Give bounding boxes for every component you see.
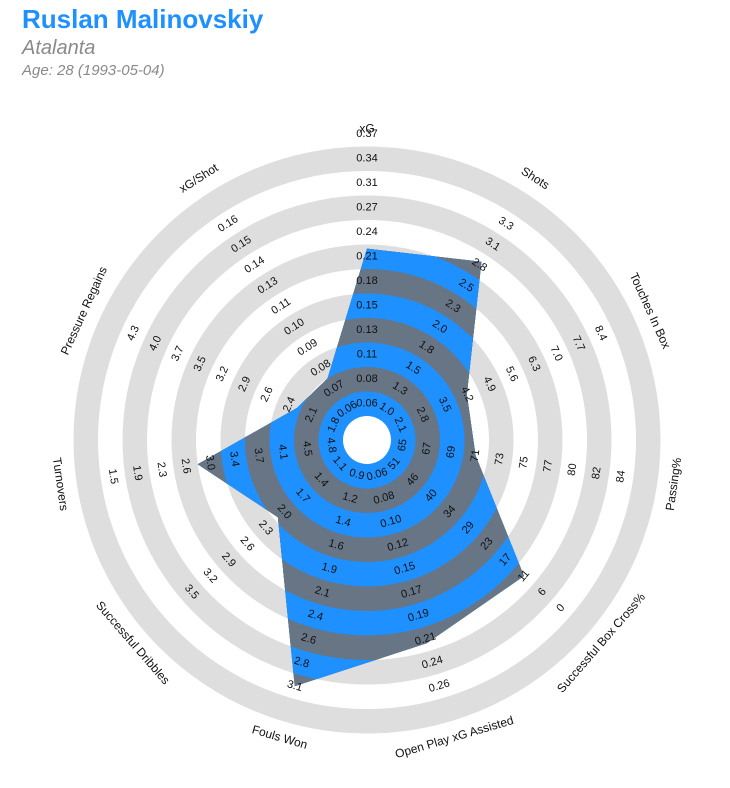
tick-xg-3: 0.11 [357,349,378,361]
axis-label-xg: xG [359,122,374,136]
tick-fouls-won-1: 0.9 [348,467,366,483]
axis-label-turnovers: Turnovers [50,457,71,512]
tick-xg-9: 0.27 [356,202,377,214]
tick-xg-4: 0.13 [356,324,377,336]
shape-center [343,416,391,464]
tick-fouls-won-2: 1.2 [341,490,359,506]
tick-fouls-won-5: 1.9 [320,561,338,577]
tick-touches-in-box-4: 4.2 [458,385,475,404]
tick-turnovers-2: 4.5 [300,440,314,457]
tick-xg-12: 0.37 [356,128,377,140]
tick-xg-6: 0.18 [356,275,377,287]
tick-touches-in-box-9: 7.7 [570,334,587,353]
tick-touches-in-box-1: 2.1 [391,415,408,434]
tick-passing-3: 69 [444,445,458,459]
tick-passing-10: 84 [614,470,628,484]
tick-fouls-won-6: 2.1 [313,584,331,600]
tick-xg-11: 0.34 [356,153,377,165]
tick-xg-5: 0.15 [356,300,377,312]
tick-touches-in-box-8: 7.0 [547,344,564,363]
tick-pressure-regains-5: 2.9 [236,375,253,394]
tick-turnovers-4: 3.7 [251,447,265,464]
axis-label-shots: Shots [519,164,552,192]
tick-open-play-xg-assisted-1: 0.06 [365,466,389,484]
tick-open-play-xg-assisted-7: 0.19 [407,607,431,625]
header: Ruslan Malinovskiy Atalanta Age: 28 (199… [22,2,263,82]
tick-open-play-xg-assisted-8: 0.21 [414,630,438,648]
tick-touches-in-box-2: 2.8 [414,405,431,424]
tick-turnovers-8: 2.3 [154,461,168,478]
tick-passing-9: 82 [590,466,604,480]
tick-open-play-xg-assisted-3: 0.10 [379,513,403,531]
player-name: Ruslan Malinovskiy [22,4,264,34]
tick-touches-in-box-7: 6.3 [525,354,542,373]
tick-pressure-regains-3: 2.4 [281,395,298,414]
tick-open-play-xg-assisted-6: 0.17 [400,583,424,601]
tick-open-play-xg-assisted-2: 0.08 [372,489,396,507]
tick-passing-6: 75 [517,456,531,470]
tick-turnovers-5: 3.4 [227,451,241,468]
tick-touches-in-box-6: 5.6 [503,365,520,384]
tick-open-play-xg-assisted-5: 0.15 [393,560,417,578]
tick-pressure-regains-4: 2.6 [258,385,275,404]
axis-label-passing: Passing% [663,456,685,511]
tick-fouls-won-9: 2.8 [293,655,311,671]
tick-passing-1: 65 [396,438,410,452]
tick-open-play-xg-assisted-9: 0.24 [420,654,444,672]
tick-pressure-regains-9: 4.0 [147,334,164,353]
tick-xg-2: 0.08 [356,373,377,385]
tick-passing-4: 71 [469,449,483,463]
tick-turnovers-10: 1.5 [106,468,120,485]
tick-turnovers-3: 4.1 [276,444,290,461]
tick-pressure-regains-10: 4.3 [125,324,142,343]
tick-pressure-regains-6: 3.2 [214,365,231,384]
tick-open-play-xg-assisted-10: 0.26 [427,677,451,695]
tick-passing-2: 67 [420,442,434,456]
tick-xg-1: 0.06 [356,398,377,410]
tick-fouls-won-10: 3.1 [286,678,304,694]
tick-fouls-won-8: 2.6 [299,631,317,647]
tick-xg-8: 0.24 [356,226,377,238]
tick-pressure-regains-8: 3.7 [169,344,186,363]
tick-touches-in-box-3: 3.5 [436,395,453,414]
tick-xg-10: 0.31 [356,177,377,189]
tick-turnovers-6: 3.0 [203,454,217,471]
tick-passing-8: 80 [566,463,580,477]
tick-fouls-won-4: 1.6 [327,537,345,553]
tick-touches-in-box-10: 8.4 [592,324,609,343]
tick-passing-5: 73 [493,452,507,466]
tick-turnovers-1: 4.8 [324,437,338,454]
tick-pressure-regains-2: 2.1 [303,405,320,424]
age-line: Age: 28 (1993-05-04) [22,62,165,79]
tick-fouls-won-3: 1.4 [334,514,352,530]
tick-pressure-regains-7: 3.5 [192,354,209,373]
tick-open-play-xg-assisted-4: 0.12 [386,536,410,554]
axis-label-fouls-won: Fouls Won [250,722,309,752]
tick-fouls-won-7: 2.4 [306,608,324,624]
tick-passing-7: 77 [541,459,555,473]
tick-turnovers-9: 1.9 [130,465,144,482]
tick-pressure-regains-1: 1.8 [325,415,342,434]
team-name: Atalanta [22,37,96,59]
tick-touches-in-box-5: 4.9 [481,375,498,394]
tick-xg-7: 0.21 [356,251,377,263]
tick-turnovers-7: 2.6 [179,458,193,475]
